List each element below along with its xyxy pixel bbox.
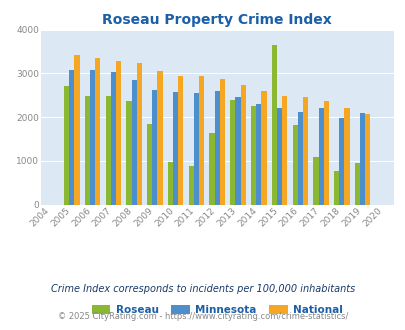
Bar (69, 70, 74, 205)
Bar (302, 97, 307, 205)
Bar (209, 133, 214, 205)
Bar (105, 96, 111, 205)
Bar (214, 91, 219, 205)
Bar (95, 58, 100, 205)
Legend: Roseau, Minnesota, National: Roseau, Minnesota, National (87, 301, 346, 319)
Bar (152, 90, 157, 205)
Bar (219, 79, 224, 205)
Bar (292, 125, 297, 205)
Bar (126, 101, 131, 205)
Bar (256, 105, 261, 205)
Bar (240, 85, 245, 205)
Bar (354, 163, 359, 205)
Text: © 2025 CityRating.com - https://www.cityrating.com/crime-statistics/: © 2025 CityRating.com - https://www.city… (58, 312, 347, 321)
Bar (323, 101, 328, 205)
Bar (318, 108, 323, 205)
Bar (64, 86, 69, 205)
Bar (188, 166, 193, 205)
Bar (90, 70, 95, 205)
Bar (111, 72, 116, 205)
Bar (364, 114, 369, 205)
Bar (281, 96, 287, 205)
Bar (261, 91, 266, 205)
Title: Roseau Property Crime Index: Roseau Property Crime Index (102, 13, 331, 27)
Bar (74, 55, 79, 205)
Bar (157, 71, 162, 205)
Bar (250, 106, 256, 205)
Bar (343, 108, 349, 205)
Bar (136, 63, 141, 205)
Bar (116, 61, 121, 205)
Bar (297, 112, 302, 205)
Bar (178, 76, 183, 205)
Bar (313, 157, 318, 205)
Bar (173, 92, 178, 205)
Bar (167, 162, 173, 205)
Bar (131, 80, 136, 205)
Bar (271, 46, 276, 205)
Bar (85, 96, 90, 205)
Bar (193, 93, 198, 205)
Text: Crime Index corresponds to incidents per 100,000 inhabitants: Crime Index corresponds to incidents per… (51, 284, 354, 294)
Bar (276, 108, 281, 205)
Bar (147, 124, 152, 205)
Bar (198, 77, 204, 205)
Bar (235, 97, 240, 205)
Bar (333, 171, 339, 205)
Bar (339, 117, 343, 205)
Bar (359, 113, 364, 205)
Bar (230, 100, 235, 205)
